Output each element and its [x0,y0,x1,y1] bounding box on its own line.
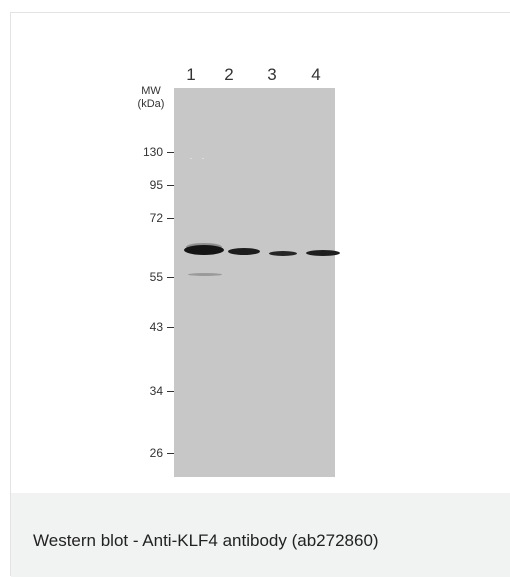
mw-header: MW (kDa) [129,85,173,111]
band-lane-3 [269,251,297,256]
marker-95: 95 [111,178,181,192]
marker-43-label: 43 [149,320,163,334]
band-lane-1 [184,245,224,255]
marker-72-label: 72 [149,211,163,225]
lane-label-4: 4 [311,65,321,84]
marker-34-label: 34 [149,384,163,398]
marker-26: 26 [111,446,181,460]
membrane-speck [202,158,204,159]
band-lane-4 [306,250,340,256]
lane-label-1: 1 [186,65,196,84]
western-blot-figure: MW (kDa) 1 2 3 4 130 95 72 55 43 34 26 [11,13,510,493]
marker-tick [167,152,179,154]
marker-tick [167,277,179,279]
marker-34: 34 [111,384,181,398]
marker-130-label: 130 [142,145,163,159]
mw-label: MW [141,85,161,97]
figure-card: MW (kDa) 1 2 3 4 130 95 72 55 43 34 26 W… [10,12,510,577]
marker-tick [167,327,179,329]
marker-55: 55 [111,270,181,284]
mw-unit: (kDa) [137,98,165,110]
marker-95-label: 95 [149,178,163,192]
marker-55-label: 55 [149,270,163,284]
caption-bar: Western blot - Anti-KLF4 antibody (ab272… [11,493,510,577]
lane-label-2: 2 [224,65,234,84]
figure-caption: Western blot - Anti-KLF4 antibody (ab272… [33,531,379,550]
marker-tick [167,453,179,455]
lane-label-3: 3 [267,65,277,84]
marker-130: 130 [111,145,181,159]
marker-tick [167,218,179,220]
blot-membrane [174,88,340,477]
membrane-speck [190,158,192,159]
marker-26-label: 26 [149,446,163,460]
marker-tick [167,391,179,393]
faint-band-lane-1 [188,273,222,276]
marker-tick [167,185,179,187]
band-lane-2 [228,248,260,255]
marker-43: 43 [111,320,181,334]
marker-72: 72 [111,211,181,225]
